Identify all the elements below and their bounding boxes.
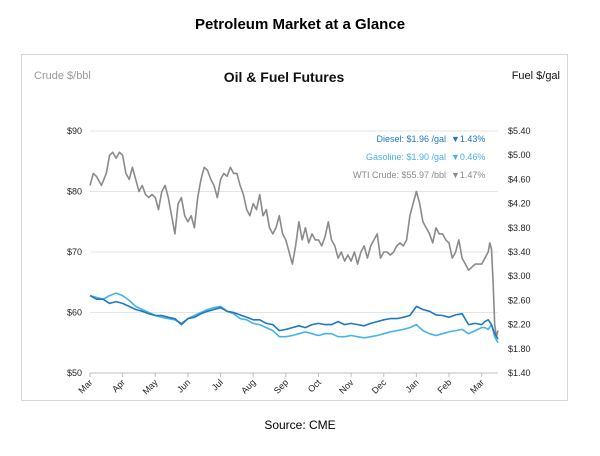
y-right-tick-label: $3.40 bbox=[508, 247, 531, 257]
series-line-gasoline bbox=[89, 292, 499, 344]
y-right-tick-label: $4.20 bbox=[508, 199, 531, 209]
x-tick-label: May bbox=[141, 377, 160, 396]
x-tick-label: Mar bbox=[76, 377, 94, 395]
y-right-tick-label: $1.80 bbox=[508, 344, 531, 354]
legend-change-diesel: ▼1.43% bbox=[451, 134, 485, 144]
legend-entry-gasoline: Gasoline: $1.90 /gal bbox=[366, 152, 446, 162]
x-tick-label: Jul bbox=[210, 377, 225, 392]
chart-title: Oil & Fuel Futures bbox=[224, 69, 345, 85]
y-right-tick-label: $5.00 bbox=[508, 150, 531, 160]
y-left-tick-label: $70 bbox=[67, 247, 82, 257]
x-tick-label: Dec bbox=[370, 377, 389, 396]
axis-layer: $90 $80 $70 $60 $50 $5.40 $5.00 $4.60 $4.20 $3.80… bbox=[67, 126, 531, 396]
source-note: Source: CME bbox=[264, 418, 336, 432]
y-right-tick-label: $4.60 bbox=[508, 174, 531, 184]
oil-fuel-futures-chart: Oil & Fuel Futures Crude $/bbl Fuel $/ga… bbox=[34, 69, 560, 396]
series-line-diesel bbox=[89, 294, 499, 340]
legend-change-wti-crude: ▼1.47% bbox=[451, 170, 485, 180]
y-left-tick-label: $50 bbox=[67, 368, 82, 378]
series-layer bbox=[89, 151, 499, 344]
x-tick-label: Sep bbox=[272, 377, 290, 395]
y-right-tick-label: $1.40 bbox=[508, 368, 531, 378]
x-tick-label: Jan bbox=[403, 377, 420, 394]
legend-entry-wti-crude: WTI Crude: $55.97 /bbl bbox=[353, 170, 446, 180]
y-right-tick-label: $2.60 bbox=[508, 295, 531, 305]
y-right-tick-label: $3.00 bbox=[508, 271, 531, 281]
y-left-tick-label: $60 bbox=[67, 308, 82, 318]
page-title: Petroleum Market at a Glance bbox=[194, 16, 406, 33]
y-left-tick-label: $80 bbox=[67, 187, 82, 197]
y-right-axis-label: Fuel $/gal bbox=[512, 70, 560, 82]
y-right-tick-label: $3.80 bbox=[508, 223, 531, 233]
y-right-tick-label: $5.40 bbox=[508, 126, 531, 136]
y-right-tick-label: $2.20 bbox=[508, 320, 531, 330]
x-tick-label: Jun bbox=[175, 377, 192, 394]
y-left-tick-label: $90 bbox=[67, 126, 82, 136]
x-tick-label: Feb bbox=[435, 377, 453, 395]
legend-change-gasoline: ▼0.46% bbox=[451, 152, 485, 162]
x-tick-label: Mar bbox=[468, 377, 486, 395]
series-line-wti-crude bbox=[89, 151, 499, 338]
chart-frame: Oil & Fuel Futures Crude $/bbl Fuel $/ga… bbox=[21, 54, 568, 401]
x-tick-label: Oct bbox=[306, 377, 323, 394]
legend-entry-diesel: Diesel: $1.96 /gal bbox=[376, 134, 446, 144]
y-left-axis-label: Crude $/bbl bbox=[34, 70, 91, 82]
legend: Diesel: $1.96 /gal ▼1.43% Gasoline: $1.90 … bbox=[353, 134, 485, 180]
x-tick-label: Apr bbox=[110, 377, 127, 394]
x-tick-label: Nov bbox=[337, 377, 356, 396]
x-tick-label: Aug bbox=[239, 377, 257, 395]
